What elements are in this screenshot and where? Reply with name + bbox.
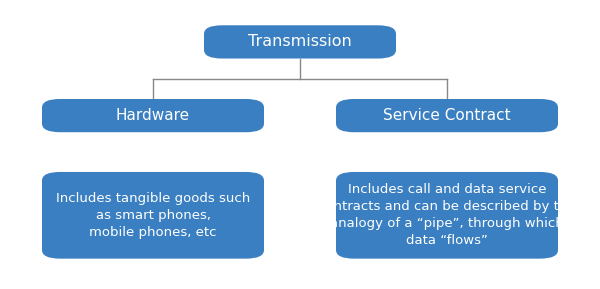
FancyBboxPatch shape (42, 172, 264, 259)
Text: Includes call and data service
contracts and can be described by the
analogy of : Includes call and data service contracts… (318, 183, 576, 247)
Text: Service Contract: Service Contract (383, 108, 511, 123)
FancyBboxPatch shape (42, 99, 264, 132)
FancyBboxPatch shape (336, 172, 558, 259)
FancyBboxPatch shape (336, 99, 558, 132)
Text: Hardware: Hardware (116, 108, 190, 123)
Text: Includes tangible goods such
as smart phones,
mobile phones, etc: Includes tangible goods such as smart ph… (56, 192, 250, 239)
FancyBboxPatch shape (204, 25, 396, 58)
Text: Transmission: Transmission (248, 34, 352, 49)
